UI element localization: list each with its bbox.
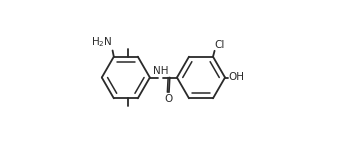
Text: Cl: Cl [215,40,225,50]
Text: O: O [165,94,173,104]
Text: H$_2$N: H$_2$N [90,35,112,49]
Text: NH: NH [153,66,168,76]
Text: OH: OH [228,73,244,82]
